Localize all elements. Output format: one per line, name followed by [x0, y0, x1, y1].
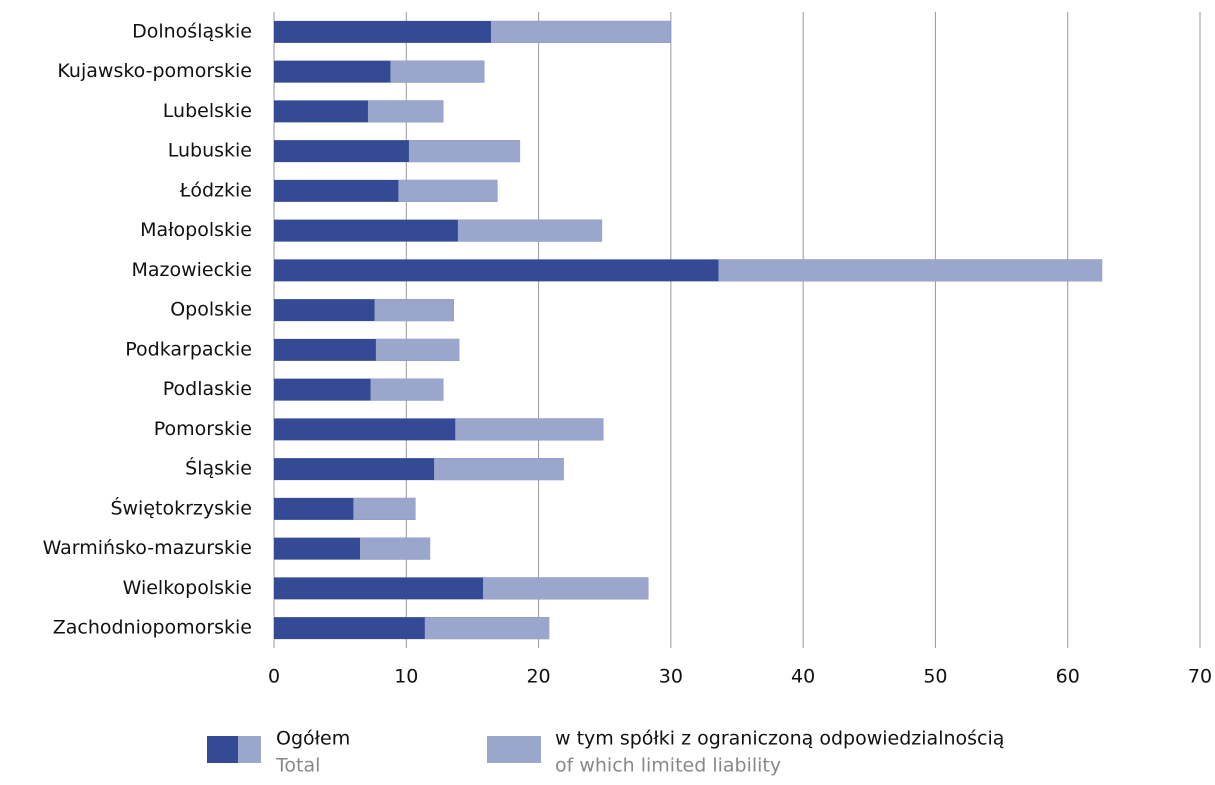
y-tick-label: Opolskie	[170, 299, 252, 321]
bar-llc	[490, 20, 671, 43]
legend-label: w tym spółki z ograniczoną odpowiedzialn…	[555, 728, 1004, 750]
bar-llc	[457, 219, 603, 242]
legend-swatch	[238, 736, 261, 763]
y-tick-label: Lubelskie	[163, 100, 252, 122]
y-tick-label: Podkarpackie	[125, 338, 252, 360]
legend-label-en: Total	[275, 755, 320, 777]
bar-llc	[353, 497, 416, 520]
y-tick-label: Świętokrzyskie	[110, 495, 252, 519]
bar-llc	[375, 338, 460, 361]
y-tick-label: Pomorskie	[154, 418, 252, 440]
y-tick-label: Łódzkie	[179, 179, 252, 201]
bar-llc	[434, 458, 564, 481]
bar-llc	[455, 418, 604, 441]
legend-label: Ogółem	[276, 728, 350, 750]
y-tick-label: Mazowieckie	[131, 259, 252, 281]
bar-llc	[374, 299, 454, 322]
x-tick-label: 50	[923, 666, 947, 688]
bar-llc	[390, 60, 485, 83]
x-tick-label: 0	[268, 666, 280, 688]
x-tick-label: 60	[1056, 666, 1080, 688]
bar-llc	[367, 100, 444, 123]
x-tick-label: 20	[526, 666, 550, 688]
bar-llc	[483, 577, 649, 600]
bar-llc	[398, 179, 498, 202]
x-tick-label: 70	[1188, 666, 1212, 688]
y-tick-label: Podlaskie	[163, 378, 252, 400]
x-tick-label: 30	[659, 666, 683, 688]
legend-swatch	[207, 736, 238, 763]
y-tick-label: Małopolskie	[140, 219, 252, 241]
y-tick-label: Śląskie	[185, 456, 252, 480]
y-tick-label: Zachodniopomorskie	[53, 617, 252, 639]
y-tick-label: Lubuskie	[168, 140, 252, 162]
y-tick-label: Dolnośląskie	[132, 20, 252, 42]
y-tick-label: Warmińsko-mazurskie	[43, 537, 252, 559]
bar-llc	[424, 617, 550, 640]
y-tick-label: Wielkopolskie	[123, 577, 252, 599]
x-tick-label: 10	[394, 666, 418, 688]
y-tick-label: Kujawsko-pomorskie	[57, 60, 252, 82]
bar-llc	[359, 537, 431, 560]
bar-llc	[718, 259, 1103, 282]
bar-llc	[370, 378, 444, 401]
x-tick-label: 40	[791, 666, 815, 688]
bar-llc	[408, 140, 521, 163]
legend-label-en: of which limited liability	[555, 755, 781, 777]
legend-swatch	[487, 736, 541, 763]
